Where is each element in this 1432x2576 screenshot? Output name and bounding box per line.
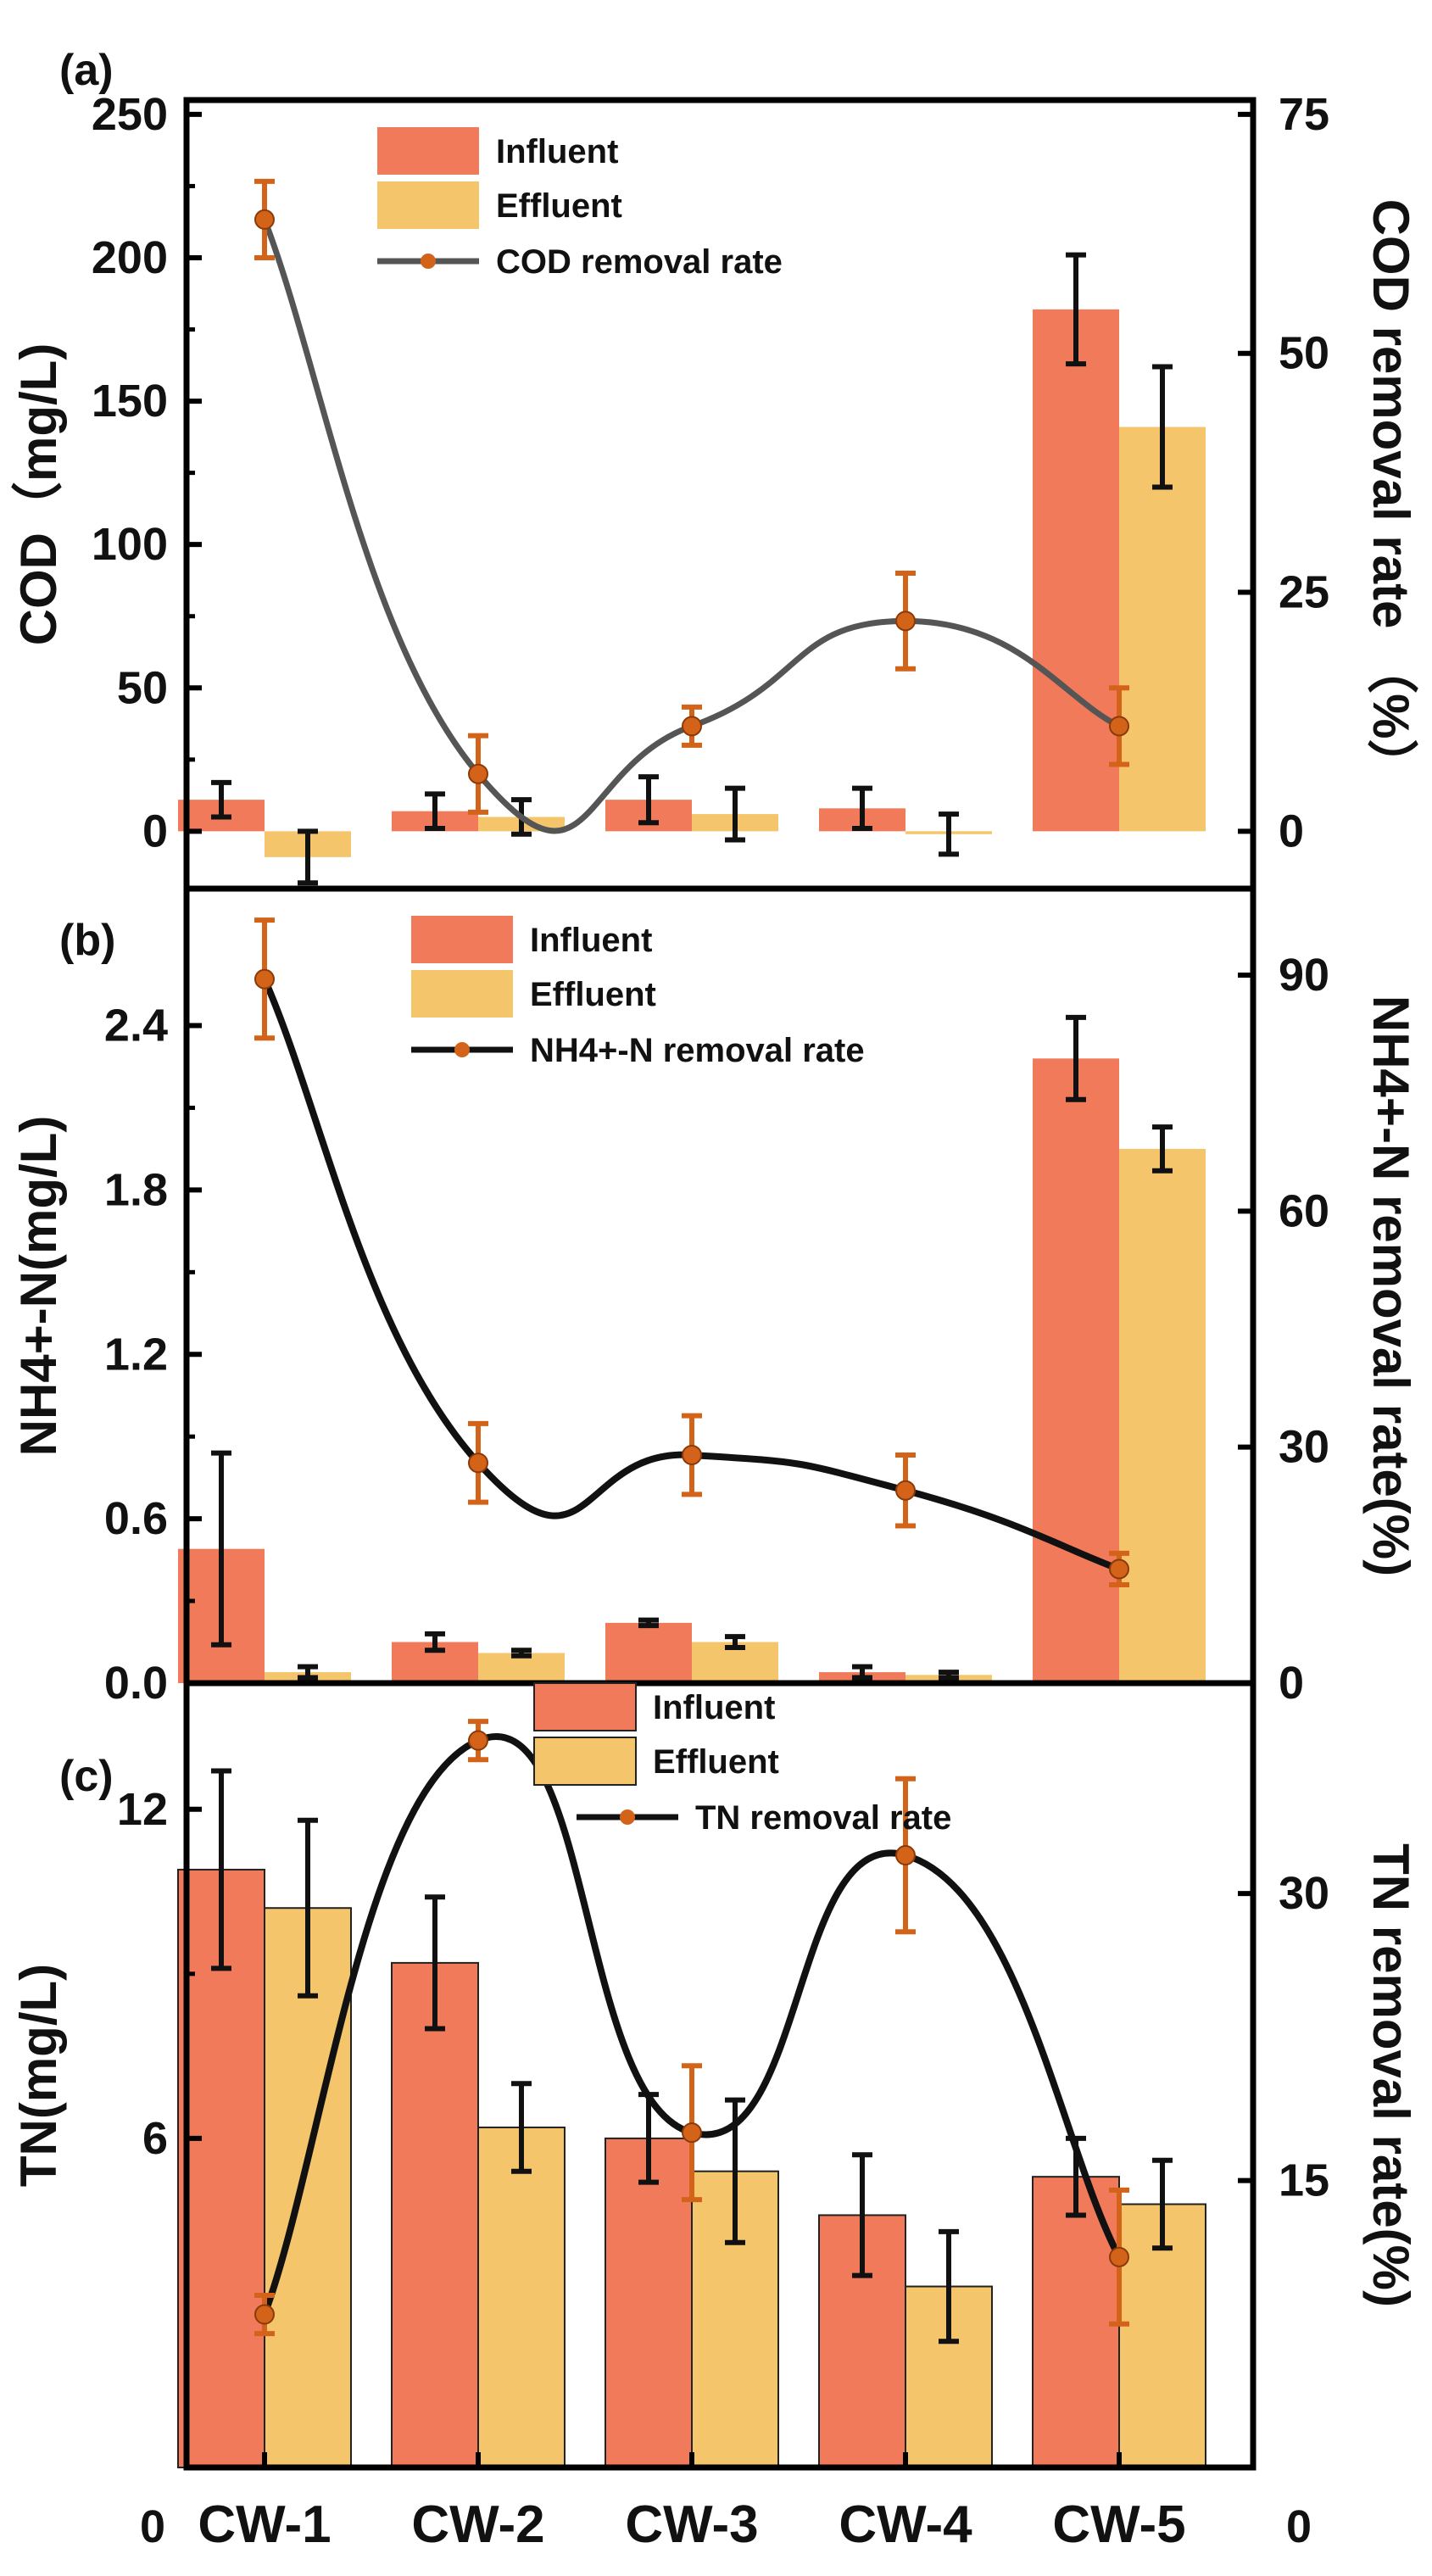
removal-rate-point-cw-1 xyxy=(254,968,275,990)
legend-swatch-effluent xyxy=(533,1737,637,1786)
removal-rate-line xyxy=(261,978,1121,1573)
right-tick-label: 60 xyxy=(1279,1185,1329,1236)
removal-rate-point-cw-2 xyxy=(468,1452,488,1474)
removal-rate-point-cw-2 xyxy=(468,763,488,784)
bar-influent-cw-3 xyxy=(605,1622,692,1683)
removal-rate-point-cw-5 xyxy=(1109,716,1129,737)
left-axis-title: NH4+-N(mg/L) xyxy=(10,1116,67,1457)
legend-line-marker xyxy=(421,254,436,269)
left-tick-label: 0 xyxy=(142,806,168,856)
legend-line-marker xyxy=(454,1042,470,1057)
bar-effluent-cw-2 xyxy=(477,2126,566,2468)
legend-swatch-influent xyxy=(377,127,479,175)
left-axis-title: TN(mg/L) xyxy=(10,1964,67,2187)
removal-rate-point-cw-4 xyxy=(895,1845,916,1866)
removal-rate-point-cw-4 xyxy=(895,611,916,632)
bar-influent-cw-2 xyxy=(391,1961,479,2468)
right-tick-label: 30 xyxy=(1279,1422,1329,1473)
left-tick-label: 50 xyxy=(117,662,168,713)
x-axis-labels: CW-1 CW-2 CW-3 CW-4 CW-5 0 0 xyxy=(140,2452,1312,2554)
legend-swatch-influent xyxy=(533,1682,637,1731)
removal-rate-point-cw-3 xyxy=(682,1444,702,1465)
x-tick-label-cw-2: CW-2 xyxy=(411,2495,544,2554)
left-tick-label: 150 xyxy=(92,376,168,427)
removal-rate-line xyxy=(261,218,1121,834)
right-tick-label: 90 xyxy=(1279,950,1329,1001)
right-axis-title: TN removal rate(%) xyxy=(1362,1843,1419,2307)
removal-rate-point-cw-5 xyxy=(1109,1558,1129,1580)
legend: Influent Effluent COD removal rate xyxy=(377,127,783,281)
left-tick-label: 1.8 xyxy=(104,1164,168,1215)
left-tick-label: 6 xyxy=(142,2113,168,2164)
removal-rate-point-cw-1 xyxy=(254,209,275,230)
panel-1: 0 50 100 150 200 250 0 25 50 75 (a) COD（mg/L) COD re… xyxy=(10,46,1419,892)
x-tick-label-cw-1: CW-1 xyxy=(198,2495,331,2554)
x-origin-right-label: 0 xyxy=(1286,2501,1312,2552)
legend-label-influent: Influent xyxy=(530,922,652,959)
legend: Influent Effluent TN removal rate xyxy=(533,1682,951,1837)
x-tick-label-cw-5: CW-5 xyxy=(1052,2495,1185,2554)
legend-swatch-effluent xyxy=(377,181,479,229)
bar-effluent-cw-4 xyxy=(905,2285,993,2469)
legend-line-marker xyxy=(620,1809,635,1825)
legend-label-influent: Influent xyxy=(653,1689,775,1726)
right-tick-label: 30 xyxy=(1279,1868,1329,1919)
bar-effluent-cw-5 xyxy=(1119,427,1206,832)
left-tick-label: 1.2 xyxy=(104,1329,168,1380)
left-tick-label: 12 xyxy=(117,1784,168,1835)
removal-rate-point-cw-2 xyxy=(468,1730,488,1751)
removal-rate-line xyxy=(261,1733,1123,2316)
bar-effluent-cw-5 xyxy=(1119,1148,1206,1683)
legend-label-effluent: Effluent xyxy=(496,187,622,225)
left-tick-label: 200 xyxy=(92,232,168,283)
left-tick-label: 2.4 xyxy=(104,1001,168,1051)
legend-label-effluent: Effluent xyxy=(653,1743,779,1781)
bar-influent-cw-5 xyxy=(1033,309,1119,832)
right-tick-label: 50 xyxy=(1279,328,1329,379)
right-tick-label: 75 xyxy=(1279,89,1329,140)
x-origin-left-label: 0 xyxy=(140,2501,165,2552)
legend-label-influent: Influent xyxy=(496,133,618,170)
x-tick-label-cw-3: CW-3 xyxy=(625,2495,758,2554)
panel-label: (c) xyxy=(59,1752,114,1801)
legend-label-removal-rate: COD removal rate xyxy=(496,243,783,281)
bars-group xyxy=(177,1768,1206,2469)
right-axis-title: COD removal rate （%） xyxy=(1362,199,1419,790)
panel-3: 6 12 15 30 (c) TN(mg/L) TN removal rate(%) Infl… xyxy=(10,1680,1419,2471)
panel-label: (a) xyxy=(59,46,114,95)
panel-label: (b) xyxy=(59,916,115,965)
right-tick-label: 25 xyxy=(1279,567,1329,618)
bar-influent-cw-5 xyxy=(1032,2176,1120,2468)
left-tick-label: 250 xyxy=(92,89,168,140)
left-axis-title: COD（mg/L) xyxy=(10,343,67,646)
legend: Influent Effluent NH4+-N removal rate xyxy=(411,916,865,1069)
left-tick-label: 100 xyxy=(92,519,168,570)
left-tick-label: 0.0 xyxy=(104,1658,168,1709)
right-axis-title: NH4+-N removal rate(%) xyxy=(1362,995,1419,1576)
bar-influent-cw-5 xyxy=(1033,1058,1119,1683)
legend-label-removal-rate: NH4+-N removal rate xyxy=(530,1032,865,1069)
removal-rate-point-cw-1 xyxy=(254,2304,275,2325)
bars-group xyxy=(178,252,1206,886)
panel-2: 0.0 0.6 1.2 1.8 2.4 0 30 60 90 (b) NH4+-N(mg/L) NH4… xyxy=(10,885,1419,1709)
left-tick-label: 0.6 xyxy=(104,1493,168,1544)
legend-swatch-influent xyxy=(411,916,513,963)
bar-influent-cw-3 xyxy=(605,2137,693,2469)
bars-group xyxy=(178,1014,1206,1683)
right-tick-label: 0 xyxy=(1279,806,1304,856)
panel-frame xyxy=(183,1680,1256,2471)
right-tick-label: 0 xyxy=(1279,1658,1304,1709)
x-tick-label-cw-4: CW-4 xyxy=(839,2495,972,2554)
removal-rate-point-cw-3 xyxy=(682,2122,702,2144)
legend-swatch-effluent xyxy=(411,970,513,1018)
right-tick-label: 15 xyxy=(1279,2155,1329,2206)
removal-rate-point-cw-5 xyxy=(1109,2246,1129,2267)
removal-rate-point-cw-4 xyxy=(895,1480,916,1501)
legend-label-removal-rate: TN removal rate xyxy=(695,1799,951,1837)
legend-label-effluent: Effluent xyxy=(530,976,656,1013)
removal-rate-point-cw-3 xyxy=(682,716,702,737)
